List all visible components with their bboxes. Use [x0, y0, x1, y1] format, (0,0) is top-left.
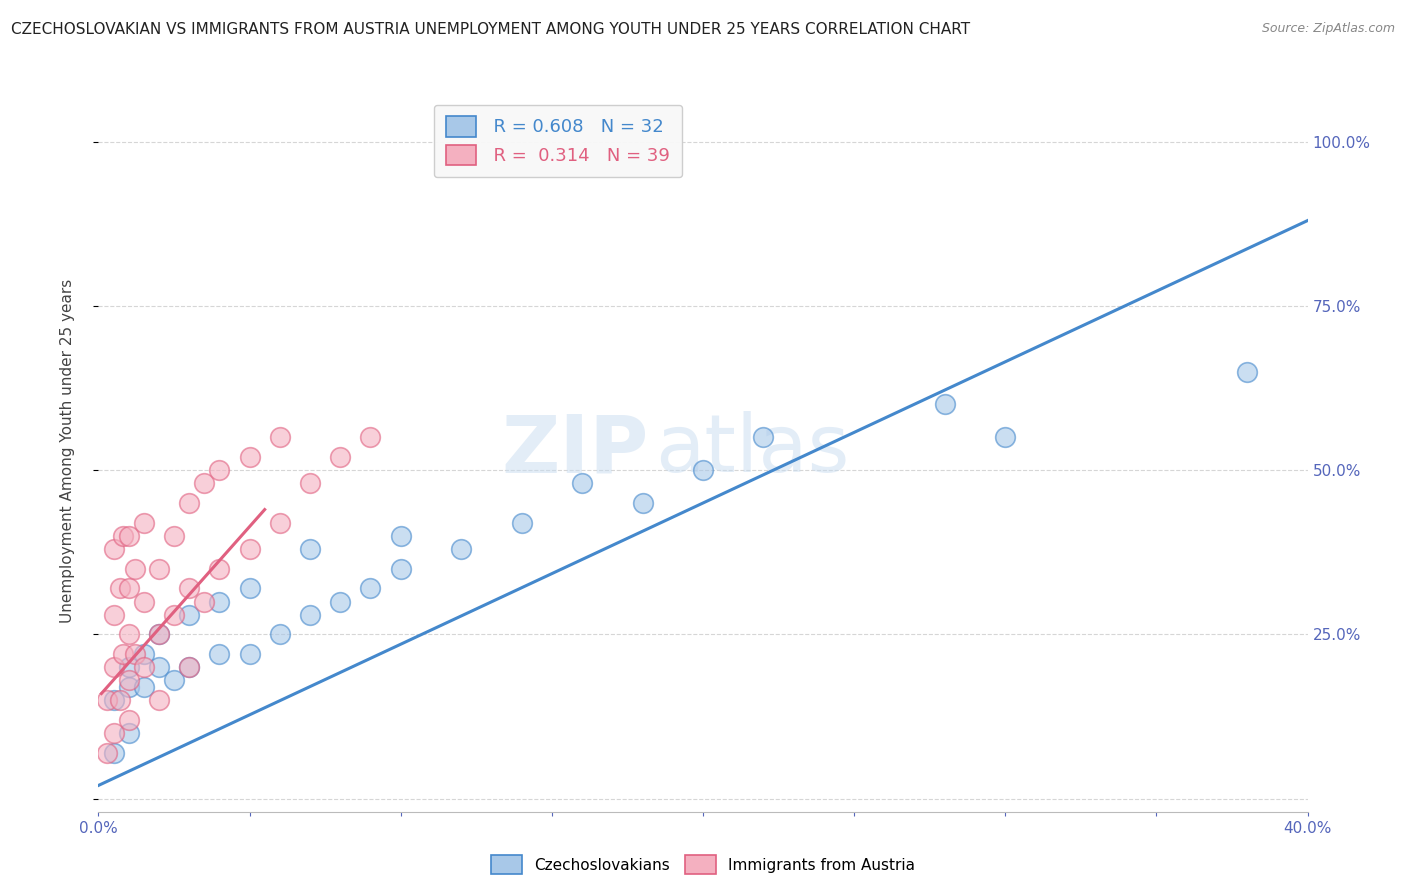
- Point: [118, 529, 141, 543]
- Point: [208, 647, 231, 661]
- Point: [108, 582, 131, 596]
- Point: [239, 647, 262, 661]
- Point: [148, 627, 170, 641]
- Point: [329, 450, 352, 464]
- Point: [132, 660, 155, 674]
- Point: [179, 660, 201, 674]
- Point: [571, 476, 593, 491]
- Point: [118, 660, 141, 674]
- Point: [163, 529, 186, 543]
- Point: [179, 660, 201, 674]
- Point: [118, 713, 141, 727]
- Point: [132, 680, 155, 694]
- Point: [96, 746, 118, 760]
- Point: [108, 693, 131, 707]
- Point: [299, 607, 322, 622]
- Point: [103, 693, 125, 707]
- Point: [118, 673, 141, 688]
- Point: [132, 594, 155, 608]
- Legend:   R = 0.608   N = 32,   R =  0.314   N = 39: R = 0.608 N = 32, R = 0.314 N = 39: [434, 104, 682, 178]
- Point: [103, 607, 125, 622]
- Point: [103, 541, 125, 556]
- Legend: Czechoslovakians, Immigrants from Austria: Czechoslovakians, Immigrants from Austri…: [485, 849, 921, 880]
- Point: [148, 693, 170, 707]
- Point: [103, 726, 125, 740]
- Point: [510, 516, 533, 530]
- Point: [179, 496, 201, 510]
- Point: [389, 529, 412, 543]
- Point: [179, 582, 201, 596]
- Point: [103, 660, 125, 674]
- Point: [692, 463, 714, 477]
- Point: [124, 562, 146, 576]
- Point: [269, 516, 291, 530]
- Point: [193, 594, 215, 608]
- Point: [269, 627, 291, 641]
- Point: [111, 529, 134, 543]
- Point: [132, 647, 155, 661]
- Point: [360, 430, 382, 444]
- Point: [118, 582, 141, 596]
- Point: [239, 541, 262, 556]
- Y-axis label: Unemployment Among Youth under 25 years: Unemployment Among Youth under 25 years: [60, 278, 75, 623]
- Point: [96, 693, 118, 707]
- Point: [148, 562, 170, 576]
- Point: [1236, 365, 1258, 379]
- Point: [179, 607, 201, 622]
- Point: [103, 746, 125, 760]
- Point: [239, 450, 262, 464]
- Point: [132, 516, 155, 530]
- Point: [111, 647, 134, 661]
- Point: [389, 562, 412, 576]
- Point: [124, 647, 146, 661]
- Point: [163, 607, 186, 622]
- Point: [163, 673, 186, 688]
- Text: CZECHOSLOVAKIAN VS IMMIGRANTS FROM AUSTRIA UNEMPLOYMENT AMONG YOUTH UNDER 25 YEA: CZECHOSLOVAKIAN VS IMMIGRANTS FROM AUSTR…: [11, 22, 970, 37]
- Point: [148, 660, 170, 674]
- Point: [934, 397, 956, 411]
- Point: [752, 430, 775, 444]
- Text: Source: ZipAtlas.com: Source: ZipAtlas.com: [1261, 22, 1395, 36]
- Point: [299, 541, 322, 556]
- Point: [329, 594, 352, 608]
- Point: [208, 562, 231, 576]
- Point: [118, 680, 141, 694]
- Point: [994, 430, 1017, 444]
- Point: [193, 476, 215, 491]
- Point: [631, 496, 654, 510]
- Point: [118, 726, 141, 740]
- Point: [269, 430, 291, 444]
- Point: [118, 627, 141, 641]
- Point: [208, 463, 231, 477]
- Text: ZIP: ZIP: [502, 411, 648, 490]
- Text: atlas: atlas: [655, 411, 849, 490]
- Point: [450, 541, 472, 556]
- Point: [299, 476, 322, 491]
- Point: [239, 582, 262, 596]
- Point: [208, 594, 231, 608]
- Point: [148, 627, 170, 641]
- Point: [360, 582, 382, 596]
